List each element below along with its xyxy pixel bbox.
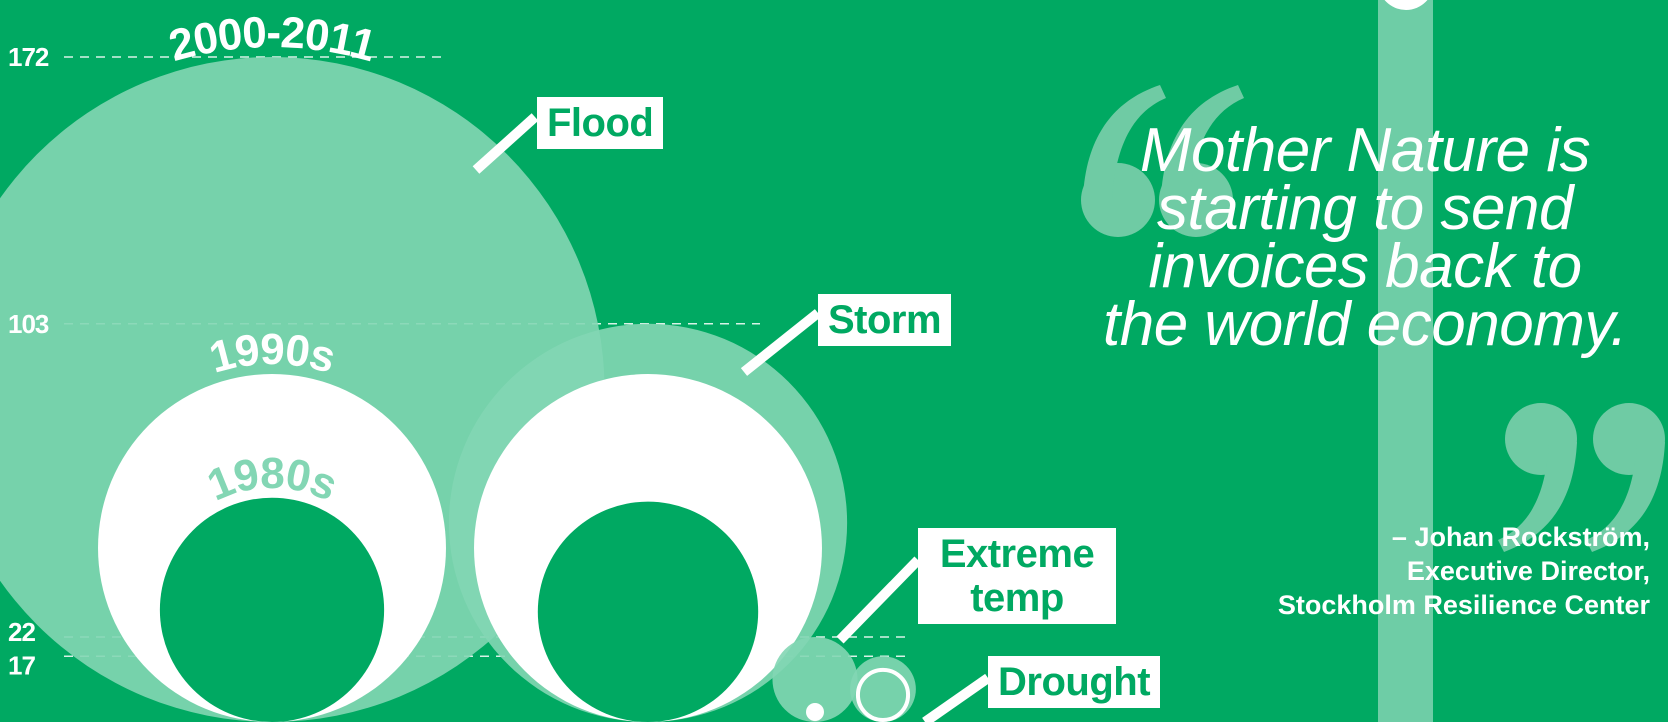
connector-drought (922, 673, 991, 722)
closing-quote-mark (1498, 403, 1665, 552)
period-label-text-1990s: 1990s (204, 325, 340, 383)
bubble-storm-1980s (537, 501, 759, 722)
bubble-extreme-temp-2000-2011 (772, 636, 858, 722)
attribution-organization: Stockholm Resilience Center (1277, 590, 1650, 620)
bubble-drought-1990s (855, 667, 911, 722)
opening-quote-mark (1081, 85, 1244, 237)
category-label-extreme-temp: Extreme temp (918, 528, 1116, 624)
decor-dot (1384, 0, 1428, 10)
tick-label-17: 17 (8, 650, 35, 680)
connector-extreme-temp (836, 556, 922, 644)
quote-text: Mother Nature is starting to send invoic… (1103, 116, 1628, 359)
connector-flood (472, 113, 539, 174)
category-label-storm: Storm (818, 294, 952, 346)
category-label-flood: Flood (537, 97, 664, 149)
tick-label-22: 22 (8, 617, 35, 647)
attribution-name: – Johan Rockström, (1391, 522, 1650, 552)
tick-label-172: 172 (8, 42, 49, 72)
period-label-1990s: 1990s (204, 325, 339, 383)
bubble-flood-1980s (159, 497, 385, 722)
tick-label-103: 103 (8, 309, 49, 339)
bubble-drought-2000-2011 (850, 656, 916, 722)
attribution-title: Executive Director, (1406, 556, 1650, 586)
bubble-extreme-temp-inner-dot (806, 703, 824, 721)
decor-bar (1378, 0, 1433, 722)
connector-storm (740, 309, 822, 376)
quote-attribution: – Johan Rockström, Executive Director, S… (1278, 520, 1650, 622)
category-label-drought: Drought (988, 656, 1161, 708)
